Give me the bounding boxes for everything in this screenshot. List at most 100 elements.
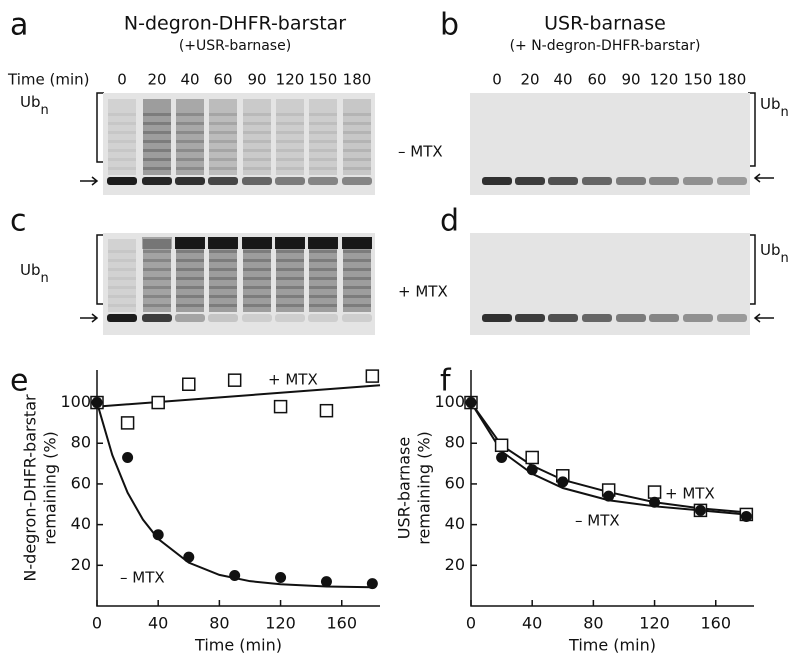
series-label: – MTX <box>120 569 165 587</box>
gel-smear <box>209 239 237 312</box>
point <box>151 395 165 410</box>
gel-ladder <box>243 113 271 116</box>
gel-band <box>582 314 612 322</box>
gel-band <box>649 177 679 185</box>
gel-ladder <box>243 122 271 125</box>
gel-ladder <box>309 122 337 125</box>
series-label: – MTX <box>575 512 620 530</box>
point <box>122 451 134 463</box>
ub-sub: n <box>781 105 789 120</box>
gel-ladder <box>309 286 337 289</box>
x-tick-label: 120 <box>639 614 670 633</box>
gel-ladder <box>276 140 304 143</box>
y-tick-label: 20 <box>445 555 465 574</box>
gel-smear <box>209 99 237 175</box>
gel <box>103 93 375 195</box>
x-tick-label: 160 <box>326 614 357 633</box>
gel-band <box>275 314 305 322</box>
gel-band <box>515 314 545 322</box>
point <box>120 416 135 430</box>
ub-label: Ubn <box>760 241 789 266</box>
ub-main: Ub <box>20 93 41 111</box>
gel-ladder <box>108 304 136 307</box>
gel-ladder <box>343 149 371 152</box>
gel-smear <box>176 99 204 175</box>
gel-ladder <box>243 259 271 262</box>
gel-ladder <box>143 286 171 289</box>
gel-band <box>717 177 747 185</box>
time-tick-label: 20 <box>147 71 166 89</box>
point <box>496 451 508 463</box>
gel-ladder <box>276 277 304 280</box>
gel <box>470 233 750 335</box>
gel-ladder <box>343 268 371 271</box>
gel-band <box>107 314 137 322</box>
gel-ladder <box>143 167 171 170</box>
gel-ladder <box>343 304 371 307</box>
gel <box>470 93 750 195</box>
gel-ladder <box>176 167 204 170</box>
time-label: Time (min) <box>7 71 89 89</box>
gel-ladder <box>243 149 271 152</box>
gel-ladder <box>108 113 136 116</box>
point <box>183 551 195 563</box>
gel-band <box>482 177 512 185</box>
gel-ladder <box>209 259 237 262</box>
gel-ladder <box>143 158 171 161</box>
gel-ladder <box>209 113 237 116</box>
gel-ladder <box>209 295 237 298</box>
time-tick-label: 0 <box>117 71 127 89</box>
gel-ladder <box>143 268 171 271</box>
gel-band <box>683 177 713 185</box>
gel-ladder <box>243 286 271 289</box>
gel-smear <box>108 239 136 312</box>
time-tick-label: 150 <box>684 71 713 89</box>
gel-smear <box>276 99 304 175</box>
y-tick-label: 40 <box>71 514 91 533</box>
time-tick-label: 90 <box>247 71 266 89</box>
gel-ladder <box>108 295 136 298</box>
gel-ladder <box>176 277 204 280</box>
time-tick-label: 180 <box>718 71 747 89</box>
time-tick-label: 60 <box>213 71 232 89</box>
gel-band <box>275 177 305 185</box>
gel-ladder <box>276 158 304 161</box>
gel-ladder <box>176 140 204 143</box>
fit-curve <box>96 402 373 589</box>
point <box>694 504 706 516</box>
gel-top-band <box>242 237 272 249</box>
point <box>319 403 334 418</box>
gel-ladder <box>276 259 304 262</box>
point <box>227 373 242 387</box>
x-tick-label: 160 <box>700 614 731 633</box>
ub-label: Ubn <box>20 93 49 118</box>
point <box>494 438 509 453</box>
gel-ladder <box>243 268 271 271</box>
gel-ladder <box>209 286 237 289</box>
gel-band <box>548 314 578 322</box>
gel-ladder <box>309 295 337 298</box>
y-axis-label: remaining (%) <box>41 431 60 545</box>
gel-ladder <box>276 304 304 307</box>
time-tick-label: 180 <box>343 71 372 89</box>
gel-ladder <box>176 304 204 307</box>
gel-ladder <box>176 113 204 116</box>
gel-band <box>683 314 713 322</box>
gel-ladder <box>108 286 136 289</box>
gel-ladder <box>276 286 304 289</box>
gel-ladder <box>143 250 171 253</box>
x-tick-label: 40 <box>148 614 168 633</box>
gel-ladder <box>108 259 136 262</box>
point <box>603 490 615 502</box>
gel-ladder <box>343 140 371 143</box>
gel-ladder <box>243 158 271 161</box>
y-axis-label: N-degron-DHFR-barstar <box>21 394 40 582</box>
gel-ladder <box>108 268 136 271</box>
gel-ladder <box>309 277 337 280</box>
gel-ladder <box>143 259 171 262</box>
gel-ladder <box>143 304 171 307</box>
point <box>320 576 332 588</box>
point <box>649 496 661 508</box>
gel-ladder <box>343 113 371 116</box>
